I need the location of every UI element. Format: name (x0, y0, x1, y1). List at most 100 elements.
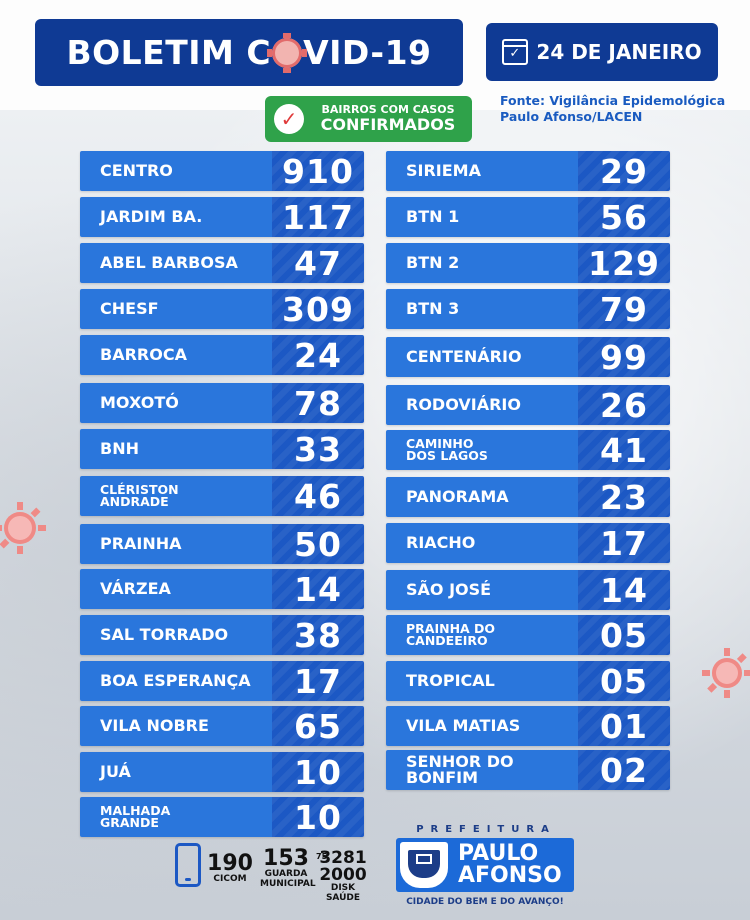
neighborhood-name: JARDIM BA. (80, 197, 272, 237)
neighborhood-name: SIRIEMA (386, 151, 578, 191)
title-part-1: BOLETIM C (66, 33, 272, 72)
neighborhood-row: RODOVIÁRIO 26 (386, 385, 670, 425)
neighborhood-row: CENTRO 910 (80, 151, 364, 191)
neighborhood-name-line-1: PRAINHA DO (406, 620, 496, 636)
city-name-line-1: PAULO (458, 841, 539, 866)
badge-line-2: CONFIRMADOS (320, 115, 456, 135)
neighborhood-row: BTN 1 56 (386, 197, 670, 237)
city-name: PAULO AFONSO (458, 843, 562, 887)
neighborhood-row: BNH 33 (80, 429, 364, 469)
neighborhood-row: BOA ESPERANÇA 17 (80, 661, 364, 701)
case-count: 38 (272, 615, 364, 655)
neighborhood-row: SENHOR DO BONFIM 02 (386, 750, 670, 790)
case-count: 78 (272, 383, 364, 423)
neighborhood-name: BARROCA (80, 335, 272, 375)
disk-label: DISK SAÚDE (325, 883, 361, 903)
case-count: 50 (272, 524, 364, 564)
neighborhood-row: PRAINHA DO CANDEEIRO 05 (386, 615, 670, 655)
cicom-contact: 190 CICOM (205, 853, 255, 885)
badge-line-1: BAIRROS COM CASOS (321, 103, 455, 117)
disk-number-1: 3281 (319, 848, 367, 868)
neighborhood-row: BARROCA 24 (80, 335, 364, 375)
neighborhood-row: JARDIM BA. 117 (80, 197, 364, 237)
neighborhood-row: BTN 3 79 (386, 289, 670, 329)
neighborhood-name-line-1: MALHADA (100, 802, 171, 818)
phone-icon (175, 843, 201, 887)
disk-number-2: 2000 (319, 865, 367, 885)
neighborhood-name: VILA MATIAS (386, 706, 578, 746)
case-count: 56 (578, 197, 670, 237)
neighborhood-row: BTN 2 129 (386, 243, 670, 283)
neighborhood-row: SIRIEMA 29 (386, 151, 670, 191)
neighborhood-row: TROPICAL 05 (386, 661, 670, 701)
neighborhood-name-line-2: GRANDE (100, 815, 159, 830)
neighborhood-name: TROPICAL (386, 661, 578, 701)
neighborhood-row: RIACHO 17 (386, 523, 670, 563)
case-count: 910 (272, 151, 364, 191)
city-logo: PAULO AFONSO (396, 838, 574, 892)
case-count: 309 (272, 289, 364, 329)
case-count: 14 (578, 570, 670, 610)
neighborhood-row: CAMINHO DOS LAGOS 41 (386, 430, 670, 470)
case-count: 79 (578, 289, 670, 329)
neighborhood-row: CHESF 309 (80, 289, 364, 329)
neighborhood-name: BOA ESPERANÇA (80, 661, 272, 701)
neighborhood-row: CENTENÁRIO 99 (386, 337, 670, 377)
case-count: 01 (578, 706, 670, 746)
case-count: 129 (578, 243, 670, 283)
case-count: 26 (578, 385, 670, 425)
case-count: 99 (578, 337, 670, 377)
virus-icon (0, 502, 41, 554)
neighborhood-name: BTN 3 (386, 289, 578, 329)
neighborhood-name: JUÁ (80, 752, 272, 792)
neighborhood-row: SÃO JOSÉ 14 (386, 570, 670, 610)
guarda-label-1: GUARDA (264, 869, 308, 879)
badge-text: BAIRROS COM CASOS CONFIRMADOS (304, 104, 472, 134)
neighborhood-name: VILA NOBRE (80, 706, 272, 746)
neighborhood-name-line-2: ANDRADE (100, 494, 169, 509)
neighborhood-row: VÁRZEA 14 (80, 569, 364, 609)
case-count: 29 (578, 151, 670, 191)
case-count: 02 (578, 750, 670, 790)
neighborhood-name: SENHOR DO BONFIM (386, 750, 578, 790)
bulletin-title: BOLETIM C VID-19 (35, 19, 463, 86)
case-count: 24 (272, 335, 364, 375)
cicom-label: CICOM (213, 874, 247, 884)
case-count: 14 (272, 569, 364, 609)
guarda-label-2: MUNICIPAL (260, 878, 316, 889)
neighborhood-row: JUÁ 10 (80, 752, 364, 792)
prefeitura-label: PREFEITURA (416, 824, 556, 835)
case-count: 65 (272, 706, 364, 746)
guarda-contact: 153 GUARDA MUNICIPAL (260, 848, 316, 890)
neighborhood-name: CHESF (80, 289, 272, 329)
neighborhood-name-line-1: CLÉRISTON (100, 481, 179, 497)
confirmed-cases-badge: ✓ BAIRROS COM CASOS CONFIRMADOS (265, 96, 472, 142)
neighborhood-name: BTN 2 (386, 243, 578, 283)
neighborhood-name: PANORAMA (386, 477, 578, 517)
case-count: 17 (578, 523, 670, 563)
neighborhood-name: PRAINHA DO CANDEEIRO (386, 615, 578, 655)
neighborhood-name-line-2: CANDEEIRO (406, 633, 488, 648)
neighborhood-name-line-2: DOS LAGOS (406, 448, 488, 463)
neighborhood-row: MALHADA GRANDE 10 (80, 797, 364, 837)
check-icon: ✓ (274, 104, 304, 134)
neighborhood-row: VILA NOBRE 65 (80, 706, 364, 746)
neighborhood-name: BTN 1 (386, 197, 578, 237)
neighborhood-name: SAL TORRADO (80, 615, 272, 655)
case-count: 05 (578, 661, 670, 701)
disk-saude-contact: 75 3281 2000 DISK SAÚDE (316, 850, 370, 904)
neighborhood-row: VILA MATIAS 01 (386, 706, 670, 746)
neighborhood-row: MOXOTÓ 78 (80, 383, 364, 423)
case-count: 117 (272, 197, 364, 237)
cicom-number: 190 (207, 851, 253, 876)
neighborhood-name: PRAINHA (80, 524, 272, 564)
data-source: Fonte: Vigilância Epidemológica Paulo Af… (500, 93, 725, 124)
case-count: 46 (272, 476, 364, 516)
neighborhood-name: BNH (80, 429, 272, 469)
calendar-check-icon (502, 39, 529, 65)
neighborhood-name: SÃO JOSÉ (386, 570, 578, 610)
neighborhood-row: ABEL BARBOSA 47 (80, 243, 364, 283)
case-count: 23 (578, 477, 670, 517)
neighborhood-name: RIACHO (386, 523, 578, 563)
neighborhood-name: VÁRZEA (80, 569, 272, 609)
